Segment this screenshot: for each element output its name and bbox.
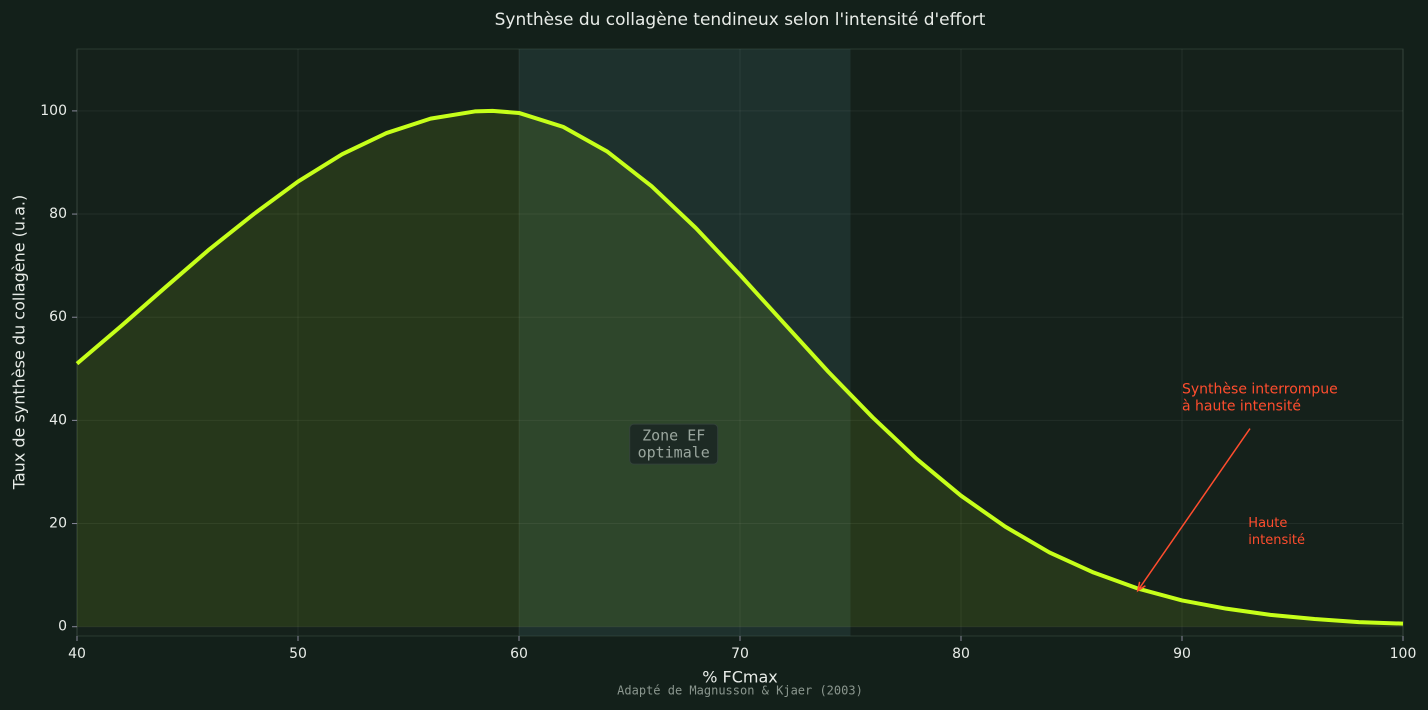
y-axis-label: Taux de synthèse du collagène (u.a.) — [10, 195, 29, 491]
x-tick-label: 70 — [731, 646, 749, 662]
x-tick-label: 40 — [68, 646, 86, 662]
area-fill — [77, 110, 1403, 627]
x-tick-label: 60 — [510, 646, 528, 662]
footnote: Adapté de Magnusson & Kjaer (2003) — [617, 684, 863, 698]
arrow-head — [1136, 581, 1146, 593]
x-tick-label: 80 — [952, 646, 970, 662]
annotation: intensité — [1248, 533, 1305, 548]
zone-label: Zone EF — [642, 427, 705, 445]
y-tick-label: 40 — [49, 412, 67, 428]
x-tick-label: 50 — [289, 646, 307, 662]
x-tick-label: 90 — [1173, 646, 1191, 662]
zone-label: optimale — [638, 444, 710, 462]
x-tick-label: 100 — [1390, 646, 1417, 662]
y-tick-label: 80 — [49, 206, 67, 222]
y-tick-label: 60 — [49, 309, 67, 325]
x-axis-label: % FCmax — [702, 668, 778, 687]
plot-area — [76, 48, 1404, 637]
annotation: Haute — [1248, 516, 1287, 531]
annotation-arrow — [1137, 428, 1251, 592]
zone-label-box — [629, 423, 719, 465]
line — [75, 108, 1404, 626]
y-tick-label: 0 — [58, 619, 67, 635]
annotation: à haute intensité — [1182, 399, 1301, 415]
chart-title: Synthèse du collagène tendineux selon l'… — [495, 10, 986, 30]
y-tick-label: 20 — [49, 516, 67, 532]
y-tick-label: 100 — [40, 103, 67, 119]
annotation: Synthèse interrompue — [1182, 382, 1338, 398]
shaded-zone — [519, 49, 851, 636]
